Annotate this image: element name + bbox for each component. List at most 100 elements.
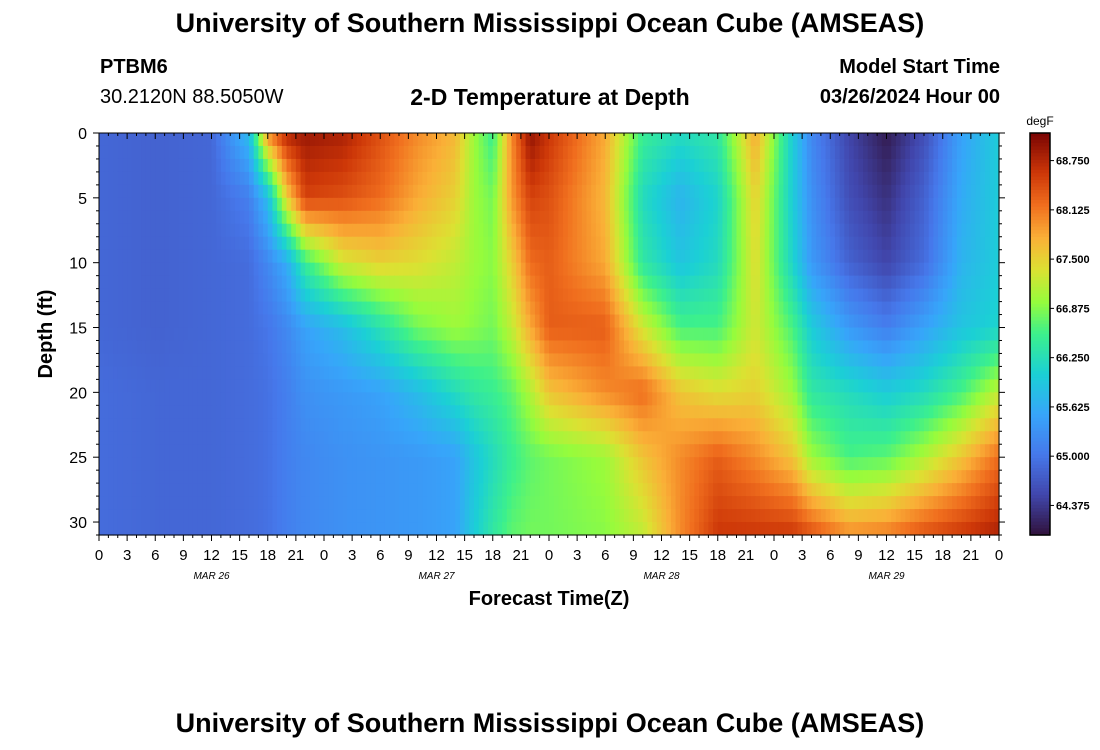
heatmap-cell: [225, 223, 231, 238]
heatmap-cell: [872, 197, 878, 212]
heatmap-cell: [994, 145, 1000, 160]
heatmap-cell: [769, 184, 775, 199]
heatmap-cell: [694, 236, 700, 251]
heatmap-cell: [169, 262, 175, 277]
heatmap-cell: [577, 275, 583, 290]
heatmap-cell: [591, 184, 597, 199]
heatmap-cell: [403, 158, 409, 173]
heatmap-cell: [858, 392, 864, 406]
heatmap-cell: [131, 275, 138, 290]
heatmap-cell: [872, 457, 878, 471]
heatmap-cell: [352, 288, 358, 303]
heatmap-cell: [849, 249, 855, 264]
heatmap-cell: [558, 236, 564, 251]
heatmap-cell: [544, 249, 550, 264]
heatmap-cell: [755, 275, 761, 290]
heatmap-cell: [384, 314, 391, 329]
heatmap-cell: [961, 249, 967, 264]
heatmap-cell: [572, 145, 578, 160]
heatmap-cell: [422, 314, 428, 329]
heatmap-cell: [802, 171, 808, 186]
heatmap-cell: [474, 418, 480, 432]
heatmap-cell: [459, 353, 466, 368]
heatmap-cell: [563, 392, 569, 406]
heatmap-cell: [619, 327, 625, 342]
heatmap-cell: [216, 262, 222, 277]
heatmap-cell: [188, 158, 194, 173]
heatmap-cell: [549, 301, 555, 316]
heatmap-cell: [511, 457, 517, 471]
heatmap-cell: [905, 392, 911, 406]
heatmap-cell: [389, 353, 395, 368]
heatmap-cell: [483, 353, 489, 368]
heatmap-cell: [474, 275, 480, 290]
heatmap-cell: [727, 431, 733, 445]
heatmap-cell: [919, 210, 925, 225]
heatmap-cell: [211, 171, 217, 186]
heatmap-cell: [764, 431, 770, 445]
heatmap-cell: [206, 431, 213, 445]
heatmap-cell: [699, 145, 705, 160]
heatmap-cell: [249, 236, 255, 251]
heatmap-cell: [99, 158, 105, 173]
heatmap-cell: [853, 145, 859, 160]
heatmap-cell: [938, 444, 944, 458]
heatmap-cell: [324, 353, 330, 368]
heatmap-cell: [309, 210, 316, 225]
heatmap-cell: [178, 340, 184, 355]
heatmap-cell: [164, 197, 170, 212]
heatmap-cell: [919, 340, 925, 355]
heatmap-cell: [464, 405, 470, 419]
heatmap-cell: [150, 457, 156, 471]
heatmap-cell: [839, 418, 845, 432]
heatmap-cell: [502, 158, 508, 173]
heatmap-cell: [895, 392, 902, 406]
heatmap-cell: [647, 236, 653, 251]
heatmap-cell: [816, 223, 822, 238]
heatmap-cell: [886, 366, 892, 380]
heatmap-cell: [774, 236, 780, 251]
heatmap-cell: [816, 314, 822, 329]
heatmap-cell: [324, 275, 330, 290]
heatmap-cell: [469, 249, 475, 264]
heatmap-cell: [638, 353, 644, 368]
heatmap-cell: [436, 327, 442, 342]
heatmap-cell: [788, 275, 794, 290]
heatmap-cell: [806, 171, 813, 186]
heatmap-cell: [642, 158, 649, 173]
heatmap-cell: [159, 314, 166, 329]
heatmap-cell: [558, 210, 564, 225]
heatmap-cell: [544, 158, 550, 173]
heatmap-cell: [966, 236, 972, 251]
heatmap-cell: [670, 457, 677, 471]
heatmap-cell: [328, 288, 334, 303]
heatmap-cell: [544, 340, 550, 355]
heatmap-cell: [942, 197, 949, 212]
heatmap-cell: [263, 314, 269, 329]
heatmap-cell: [694, 145, 700, 160]
heatmap-cell: [567, 210, 574, 225]
heatmap-cell: [361, 184, 367, 199]
heatmap-cell: [600, 301, 606, 316]
heatmap-cell: [272, 418, 278, 432]
heatmap-cell: [830, 353, 836, 368]
heatmap-cell: [947, 444, 953, 458]
heatmap-cell: [863, 197, 869, 212]
heatmap-cell: [952, 392, 958, 406]
heatmap-cell: [108, 366, 114, 380]
heatmap-cell: [984, 275, 991, 290]
heatmap-cell: [380, 236, 386, 251]
heatmap-cell: [183, 301, 189, 316]
heatmap-cell: [131, 288, 138, 303]
heatmap-cell: [408, 288, 414, 303]
heatmap-cell: [689, 145, 695, 160]
heatmap-cell: [722, 158, 728, 173]
heatmap-cell: [483, 366, 489, 380]
heatmap-cell: [816, 236, 822, 251]
heatmap-cell: [141, 405, 147, 419]
heatmap-cell: [699, 210, 705, 225]
heatmap-cell: [938, 288, 944, 303]
heatmap-cell: [403, 236, 409, 251]
heatmap-cell: [839, 366, 845, 380]
heatmap-cell: [197, 392, 203, 406]
